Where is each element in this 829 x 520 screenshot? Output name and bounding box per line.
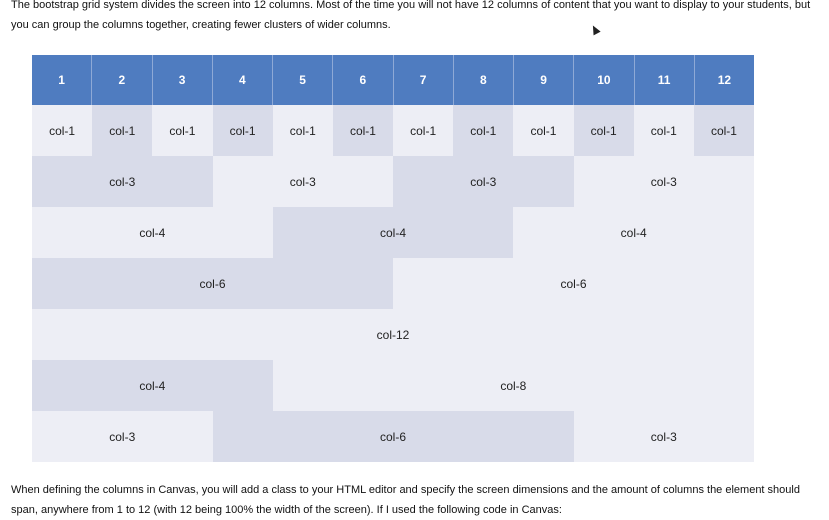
grid-header-cell: 3 bbox=[153, 55, 213, 105]
grid-cell-col-3: col-3 bbox=[573, 411, 754, 462]
grid-cell-col-4: col-4 bbox=[513, 207, 755, 258]
grid-cell-col-1: col-1 bbox=[393, 105, 454, 156]
grid-cell-col-3: col-3 bbox=[393, 156, 574, 207]
footer-paragraph: When defining the columns in Canvas, you… bbox=[11, 484, 800, 516]
grid-row: col-6 col-6 bbox=[32, 258, 754, 309]
grid-cell-col-3: col-3 bbox=[32, 411, 213, 462]
grid-row: col-4 col-8 bbox=[32, 360, 754, 411]
grid-row: col-4 col-4 col-4 bbox=[32, 207, 755, 258]
grid-cell-col-1: col-1 bbox=[573, 105, 634, 156]
intro-paragraph: The bootstrap grid system divides the sc… bbox=[11, 0, 811, 31]
grid-cell-col-3: col-3 bbox=[212, 156, 393, 207]
grid-row: col-1 col-1 col-1 col-1 col-1 col-1 col-1 col-1… bbox=[32, 105, 755, 156]
grid-header-cell: 5 bbox=[273, 55, 334, 105]
grid-cell-col-1: col-1 bbox=[693, 105, 755, 156]
grid-header-cell: 10 bbox=[574, 55, 635, 105]
grid-cell-col-4: col-4 bbox=[32, 207, 273, 258]
grid-row: col-12 bbox=[32, 309, 754, 360]
grid-header-cell: 7 bbox=[394, 55, 454, 105]
grid-header-cell: 9 bbox=[514, 55, 575, 105]
grid-cell-col-1: col-1 bbox=[633, 105, 694, 156]
grid-cell-col-3: col-3 bbox=[573, 156, 754, 207]
grid-cell-col-1: col-1 bbox=[272, 105, 333, 156]
grid-header-cell: 6 bbox=[333, 55, 394, 105]
grid-cell-col-6: col-6 bbox=[212, 411, 574, 462]
grid-header-cell: 2 bbox=[92, 55, 153, 105]
grid-cell-col-4: col-4 bbox=[32, 360, 273, 411]
grid-cell-col-3: col-3 bbox=[32, 156, 213, 207]
grid-cell-col-6: col-6 bbox=[393, 258, 754, 309]
grid-cell-col-6: col-6 bbox=[32, 258, 393, 309]
grid-cell-col-4: col-4 bbox=[272, 207, 514, 258]
grid-cell-col-1: col-1 bbox=[513, 105, 574, 156]
grid-header-cell: 12 bbox=[717, 73, 732, 87]
grid-header-cell: 4 bbox=[213, 55, 273, 105]
grid-cell-col-8: col-8 bbox=[272, 360, 754, 411]
grid-cell-col-1: col-1 bbox=[152, 105, 213, 156]
grid-header-row: 1 2 3 4 5 6 7 8 9 10 11 12 bbox=[32, 55, 754, 105]
bootstrap-grid-table: 1 2 3 4 5 6 7 8 9 10 11 12 col-1 col-1 col-1 col-1 col-… bbox=[32, 55, 755, 462]
grid-header-cell: 11 bbox=[635, 55, 695, 105]
grid-cell-col-1: col-1 bbox=[212, 105, 273, 156]
grid-cell-col-1: col-1 bbox=[32, 105, 93, 156]
grid-header-cell: 1 bbox=[32, 55, 93, 105]
grid-cell-col-1: col-1 bbox=[92, 105, 153, 156]
grid-header-cell: 8 bbox=[454, 55, 514, 105]
grid-cell-col-1: col-1 bbox=[332, 105, 394, 156]
grid-cell-col-1: col-1 bbox=[453, 105, 514, 156]
grid-row: col-3 col-6 col-3 bbox=[32, 411, 754, 462]
grid-row: col-3 col-3 col-3 col-3 bbox=[32, 156, 754, 207]
grid-cell-col-12: col-12 bbox=[32, 309, 754, 360]
